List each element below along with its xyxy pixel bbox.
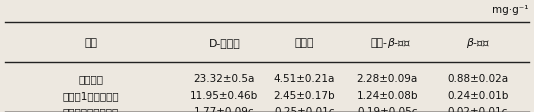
Text: 1.24±0.08b: 1.24±0.08b	[356, 90, 418, 100]
Text: 新鲜柠檬: 新鲜柠檬	[78, 73, 103, 83]
Text: 11.95±0.46b: 11.95±0.46b	[190, 90, 258, 100]
Text: 0.88±0.02a: 0.88±0.02a	[447, 73, 508, 83]
Text: 左旋-: 左旋-	[370, 38, 387, 47]
Text: 2.28±0.09a: 2.28±0.09a	[357, 73, 418, 83]
Text: 0.02±0.01c: 0.02±0.01c	[447, 106, 508, 112]
Text: D-柠檬烯: D-柠檬烯	[208, 38, 240, 47]
Text: 4.51±0.21a: 4.51±0.21a	[274, 73, 335, 83]
Text: 0.25±0.01c: 0.25±0.01c	[274, 106, 335, 112]
Text: 2.45±0.17b: 2.45±0.17b	[273, 90, 335, 100]
Text: 23.32±0.5a: 23.32±0.5a	[194, 73, 255, 83]
Text: mg·g⁻¹: mg·g⁻¹	[492, 4, 529, 14]
Text: 普通方法冻干柠檬片: 普通方法冻干柠檬片	[62, 106, 119, 112]
Text: $\it{\beta}$-蒎烯: $\it{\beta}$-蒎烯	[387, 36, 411, 50]
Text: 1.77±0.09c: 1.77±0.09c	[194, 106, 255, 112]
Text: 0.19±0.05c: 0.19±0.05c	[357, 106, 418, 112]
Text: 0.24±0.01b: 0.24±0.01b	[447, 90, 508, 100]
Text: 萜品烯: 萜品烯	[295, 38, 314, 47]
Text: $\it{\beta}$-蒎烯: $\it{\beta}$-蒎烯	[466, 36, 490, 50]
Text: 实施例1冻干柠檬片: 实施例1冻干柠檬片	[62, 90, 119, 100]
Text: 样品: 样品	[84, 38, 97, 47]
